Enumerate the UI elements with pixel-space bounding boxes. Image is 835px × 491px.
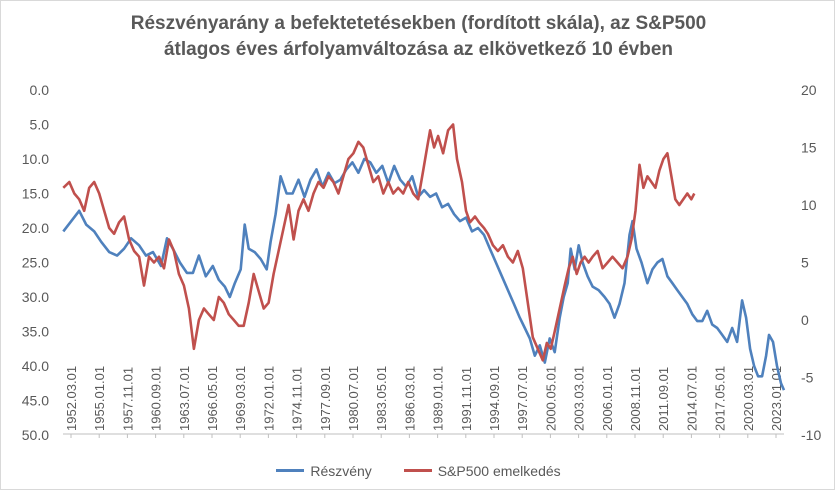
chart-title: Részvényarány a befektetetésekben (fordí… bbox=[1, 11, 835, 63]
left-axis-tick-label: 10.0 bbox=[22, 151, 49, 167]
right-axis-tick-label: 5 bbox=[801, 255, 809, 271]
x-axis-tick-label: 1997.07.01 bbox=[515, 366, 530, 431]
legend-label-sp500: S&P500 emelkedés bbox=[437, 462, 561, 479]
x-axis-tick-label: 2003.03.01 bbox=[572, 366, 587, 431]
right-axis-tick-label: 15 bbox=[801, 140, 817, 156]
legend-swatch-reszveny bbox=[276, 469, 305, 472]
x-axis-tick-label: 2006.01.01 bbox=[600, 366, 615, 431]
right-axis-tick-label: 10 bbox=[801, 197, 817, 213]
left-axis-tick-label: 50.0 bbox=[22, 427, 49, 443]
x-axis-tick-label: 2020.03.01 bbox=[741, 366, 756, 431]
x-axis-tick-label: 2014.07.01 bbox=[684, 366, 699, 431]
right-axis-tick-label: -5 bbox=[801, 370, 814, 386]
x-axis-tick-label: 1952.03.01 bbox=[64, 366, 79, 431]
x-axis-tick-label: 1974.11.01 bbox=[290, 367, 305, 431]
series-line-sp500 bbox=[62, 123, 696, 362]
left-axis-tick-labels: 0.0 5.0 10.0 15.0 20.0 25.0 30.0 35.0 40.0 45.0 50… bbox=[22, 82, 49, 443]
x-axis-tick-label: 1983.05.01 bbox=[374, 366, 389, 431]
right-axis-tick-label: 0 bbox=[801, 312, 809, 328]
left-axis-tick-label: 35.0 bbox=[22, 324, 49, 340]
left-axis-tick-label: 45.0 bbox=[22, 393, 49, 409]
x-axis-tick-label: 1955.01.01 bbox=[92, 366, 107, 431]
legend-label-reszveny: Részvény bbox=[310, 462, 372, 479]
x-axis-tick-label: 1969.03.01 bbox=[233, 366, 248, 431]
x-axis-tick-label: 2000.05.01 bbox=[543, 366, 558, 431]
x-axis-tick-labels: 1952.03.01 1955.01.01 1957.11.01 1960.09.01… bbox=[64, 366, 784, 438]
left-axis-tick-label: 40.0 bbox=[22, 358, 49, 374]
x-axis-tick-label: 1960.09.01 bbox=[149, 366, 164, 431]
right-axis-tick-labels: 20 15 10 5 0 -5 -10 bbox=[801, 82, 821, 443]
x-axis-tick-label: 1994.09.01 bbox=[487, 366, 502, 431]
right-axis-tick-label: 20 bbox=[801, 82, 817, 98]
series-line-reszveny bbox=[62, 157, 786, 391]
left-axis-tick-label: 0.0 bbox=[30, 82, 50, 98]
x-axis-tick-label: 1963.07.01 bbox=[177, 366, 192, 431]
x-axis-tick-label: 2008.11.01 bbox=[628, 367, 643, 431]
legend-item-reszveny: Részvény bbox=[276, 462, 372, 479]
x-axis-tick-label: 1972.01.01 bbox=[261, 366, 276, 431]
left-axis-tick-label: 5.0 bbox=[30, 117, 50, 133]
legend: Részvény S&P500 emelkedés bbox=[1, 459, 835, 479]
left-axis-tick-label: 20.0 bbox=[22, 220, 49, 236]
x-axis-tick-label: 2017.05.01 bbox=[713, 366, 728, 431]
x-axis-tick-label: 1989.01.01 bbox=[431, 366, 446, 431]
legend-swatch-sp500 bbox=[403, 469, 432, 472]
left-axis-tick-label: 25.0 bbox=[22, 255, 49, 271]
x-axis-tick-label: 1957.11.01 bbox=[120, 367, 135, 431]
chart-title-line-1: Részvényarány a befektetetésekben (fordí… bbox=[130, 13, 707, 34]
x-axis-tick-label: 1991.11.01 bbox=[459, 367, 474, 431]
x-axis-tick-label: 1966.05.01 bbox=[205, 366, 220, 431]
legend-item-sp500: S&P500 emelkedés bbox=[403, 462, 561, 479]
series-layer bbox=[62, 123, 786, 391]
x-axis-tick-label: 2023.01.01 bbox=[769, 366, 784, 431]
x-axis-tick-label: 1986.03.01 bbox=[402, 366, 417, 431]
left-axis-tick-label: 15.0 bbox=[22, 186, 49, 202]
x-axis-tick-label: 2011.09.01 bbox=[656, 367, 671, 431]
right-axis-tick-label: -10 bbox=[801, 427, 821, 443]
left-axis-tick-label: 30.0 bbox=[22, 289, 49, 305]
chart-title-line-2: átlagos éves árfolyamváltozása az elköve… bbox=[163, 39, 674, 60]
x-axis-tick-label: 1980.07.01 bbox=[346, 366, 361, 431]
x-axis-tick-label: 1977.09.01 bbox=[318, 366, 333, 431]
